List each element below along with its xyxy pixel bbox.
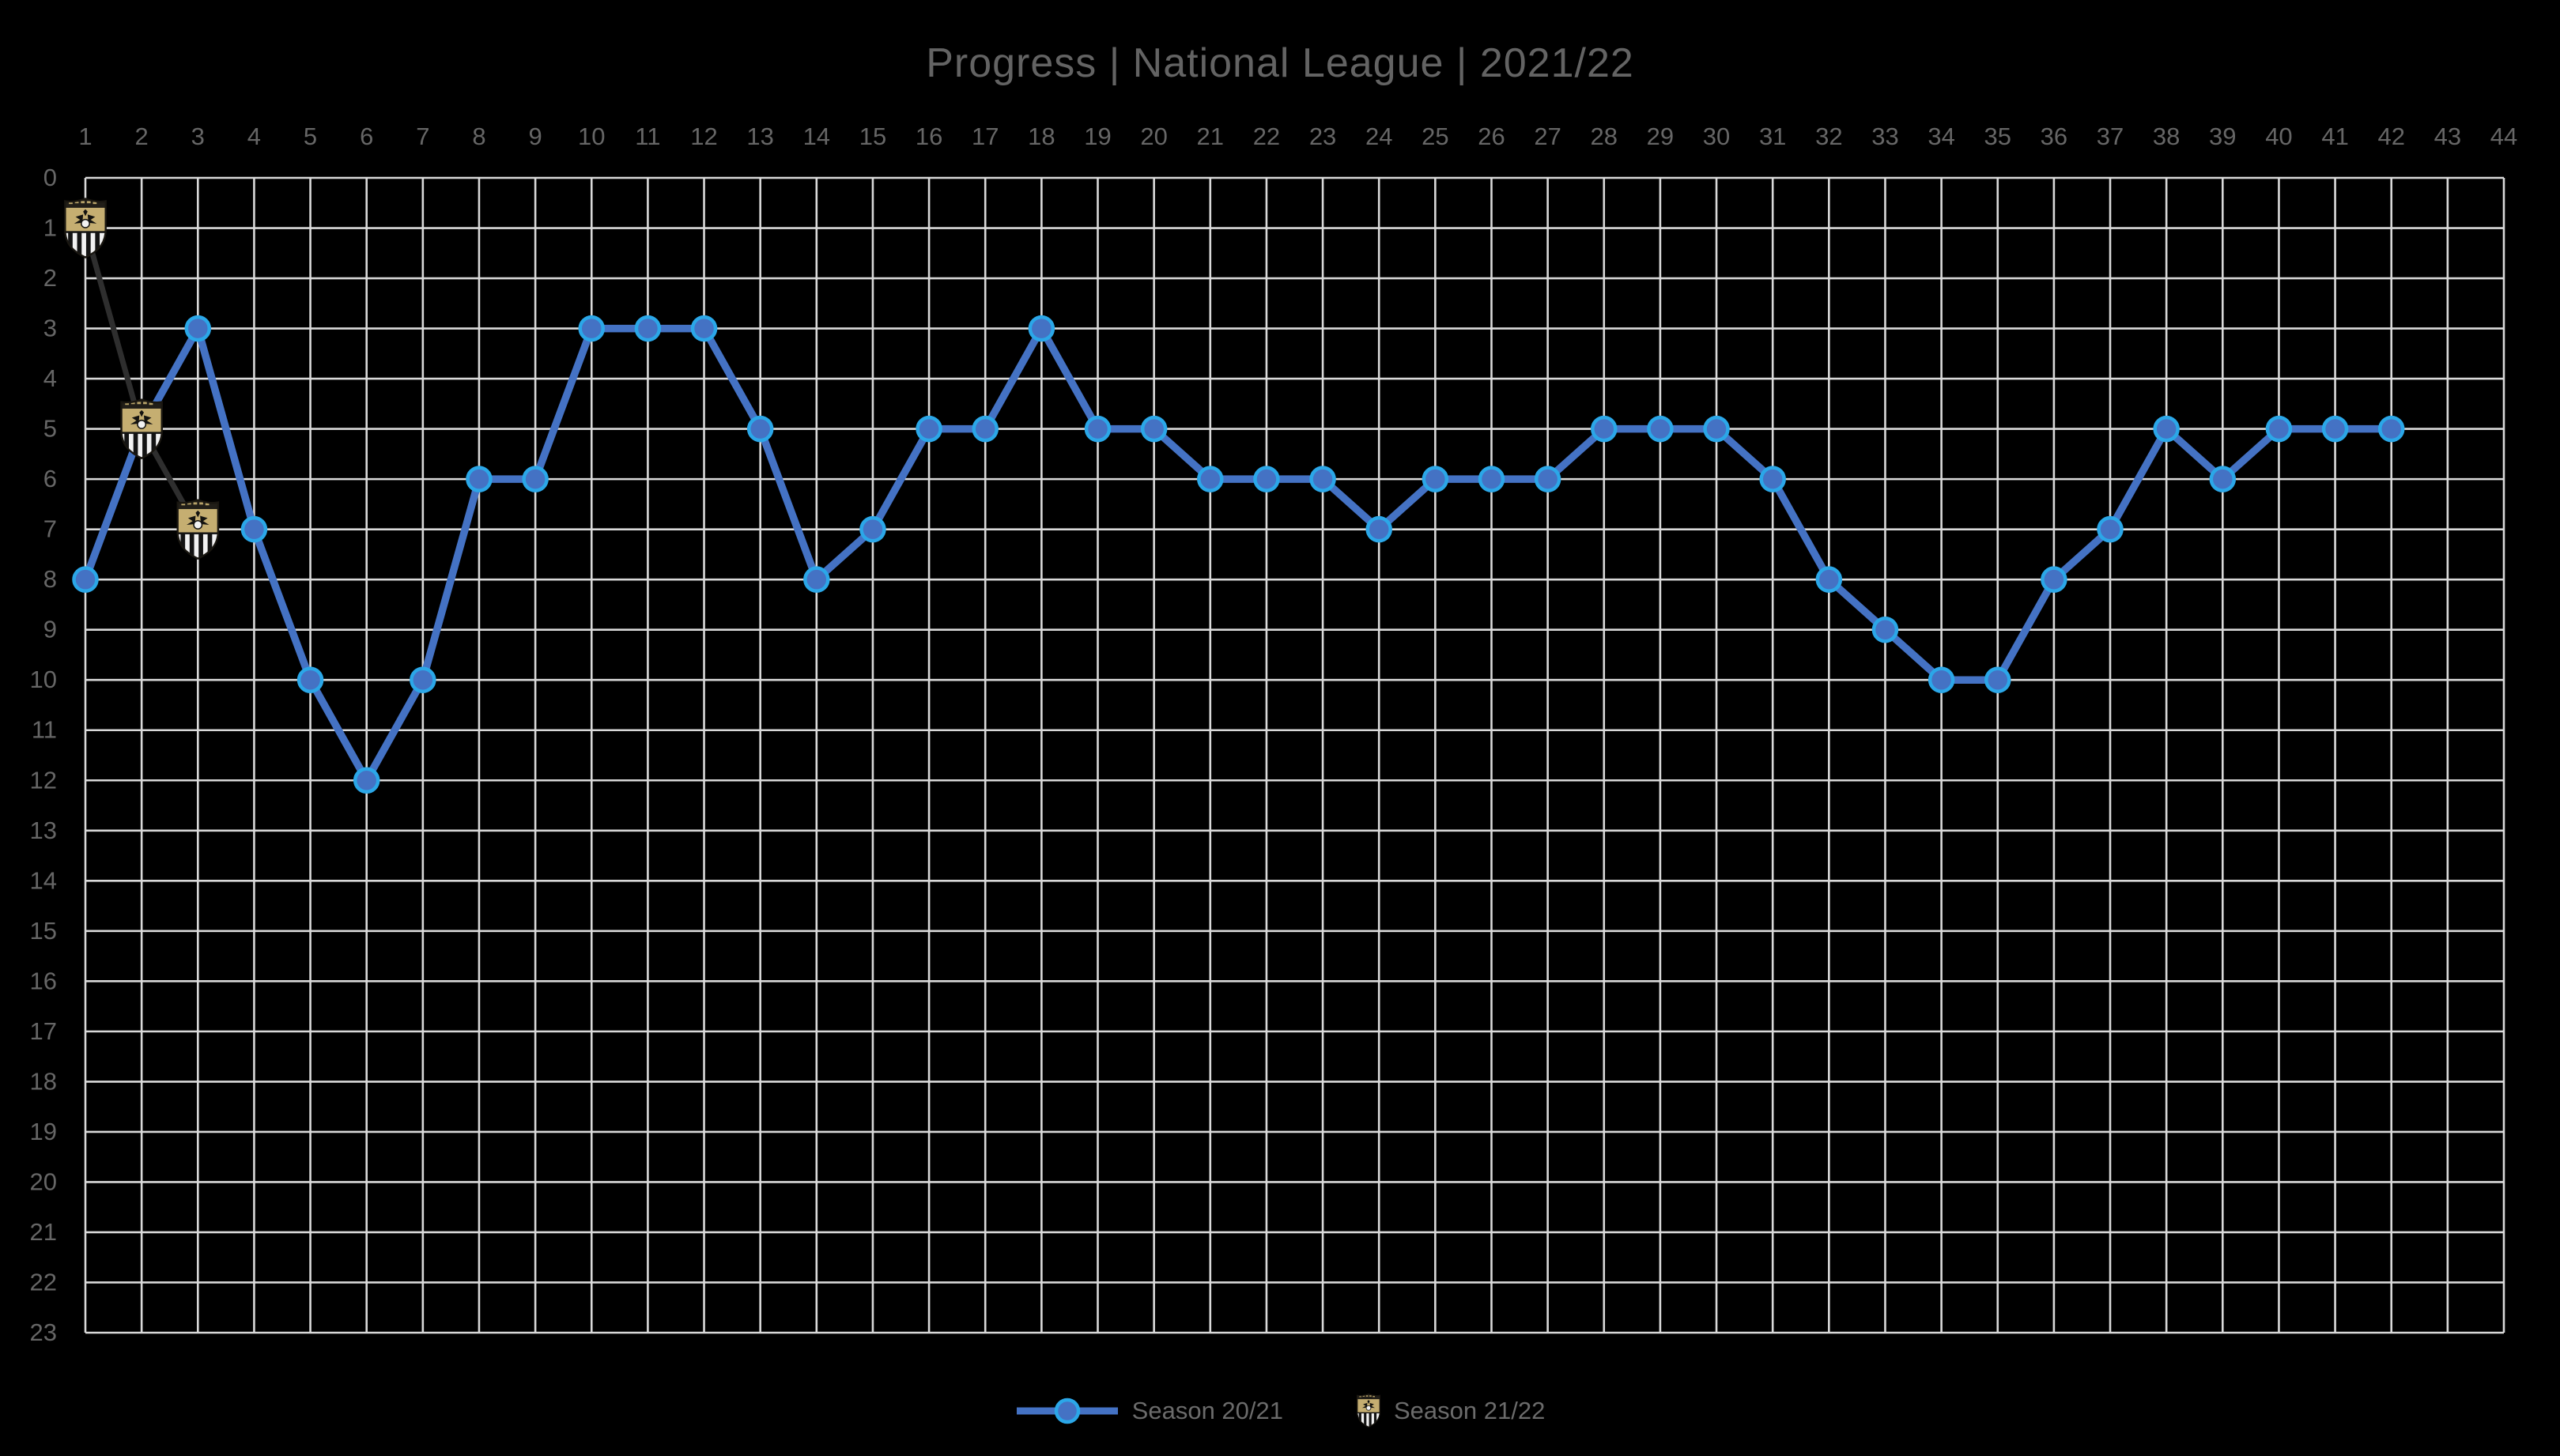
svg-text:8: 8 xyxy=(472,123,485,150)
legend-club-badge-icon xyxy=(1356,1393,1381,1428)
svg-text:10: 10 xyxy=(578,123,605,150)
legend-item-season-21-22: Season 21/22 xyxy=(1356,1393,1545,1428)
svg-text:23: 23 xyxy=(1309,123,1336,150)
svg-text:11: 11 xyxy=(635,123,660,150)
svg-text:5: 5 xyxy=(304,123,317,150)
svg-text:16: 16 xyxy=(916,123,942,150)
svg-text:29: 29 xyxy=(1647,123,1674,150)
svg-text:24: 24 xyxy=(1365,123,1392,150)
legend-item-season-20-21: Season 20/21 xyxy=(1015,1395,1283,1427)
svg-text:41: 41 xyxy=(2321,123,2348,150)
svg-text:20: 20 xyxy=(1140,123,1167,150)
svg-text:26: 26 xyxy=(1478,123,1505,150)
svg-text:13: 13 xyxy=(746,123,773,150)
svg-text:14: 14 xyxy=(803,123,830,150)
svg-text:8: 8 xyxy=(43,565,57,593)
svg-text:17: 17 xyxy=(30,1017,57,1045)
svg-text:17: 17 xyxy=(972,123,999,150)
svg-text:32: 32 xyxy=(1815,123,1842,150)
chart-legend: Season 20/21 Season 21/22 xyxy=(0,1393,2560,1428)
svg-text:12: 12 xyxy=(690,123,717,150)
svg-text:2: 2 xyxy=(135,123,149,150)
svg-text:28: 28 xyxy=(1591,123,1618,150)
svg-text:18: 18 xyxy=(1028,123,1055,150)
svg-text:7: 7 xyxy=(416,123,429,150)
svg-text:1: 1 xyxy=(43,214,57,242)
svg-text:23: 23 xyxy=(30,1318,57,1346)
svg-text:42: 42 xyxy=(2377,123,2404,150)
svg-text:3: 3 xyxy=(191,123,205,150)
svg-text:4: 4 xyxy=(247,123,261,150)
svg-text:1: 1 xyxy=(78,123,92,150)
svg-text:0: 0 xyxy=(43,164,57,191)
chart-title: Progress | National League | 2021/22 xyxy=(926,40,1634,86)
svg-text:20: 20 xyxy=(30,1167,57,1195)
legend-label-season-21-22: Season 21/22 xyxy=(1394,1396,1546,1424)
svg-text:13: 13 xyxy=(30,817,57,844)
svg-text:40: 40 xyxy=(2265,123,2292,150)
svg-text:33: 33 xyxy=(1871,123,1898,150)
svg-text:22: 22 xyxy=(1253,123,1280,150)
svg-text:15: 15 xyxy=(30,917,57,945)
series-season-20-21-line xyxy=(72,315,2405,794)
svg-text:37: 37 xyxy=(2097,123,2124,150)
svg-text:19: 19 xyxy=(1084,123,1111,150)
svg-text:19: 19 xyxy=(30,1118,57,1145)
x-axis-tick-labels: 1 2 3 4 5 6 7 8 9 10 11 12 13 14 15 16 17 18 19 20 21 22 23 24 2… xyxy=(78,123,2517,150)
svg-text:22: 22 xyxy=(30,1268,57,1296)
svg-text:2: 2 xyxy=(43,264,57,292)
svg-text:15: 15 xyxy=(859,123,886,150)
svg-text:11: 11 xyxy=(32,716,57,744)
svg-text:21: 21 xyxy=(30,1218,57,1246)
svg-text:25: 25 xyxy=(1422,123,1448,150)
svg-text:35: 35 xyxy=(1984,123,2011,150)
legend-line-circle-icon xyxy=(1016,1398,1118,1424)
svg-text:39: 39 xyxy=(2209,123,2236,150)
svg-text:5: 5 xyxy=(43,415,57,443)
svg-text:4: 4 xyxy=(43,364,57,392)
legend-label-season-20-21: Season 20/21 xyxy=(1131,1396,1283,1424)
grid-lines xyxy=(84,176,2505,1334)
svg-text:14: 14 xyxy=(30,866,57,894)
svg-text:44: 44 xyxy=(2490,123,2517,150)
svg-text:7: 7 xyxy=(43,515,57,543)
svg-text:27: 27 xyxy=(1534,123,1561,150)
svg-text:30: 30 xyxy=(1703,123,1730,150)
svg-text:6: 6 xyxy=(360,123,373,150)
svg-text:9: 9 xyxy=(528,123,542,150)
svg-text:6: 6 xyxy=(43,465,57,492)
svg-text:10: 10 xyxy=(30,666,57,693)
svg-text:31: 31 xyxy=(1759,123,1786,150)
svg-text:21: 21 xyxy=(1197,123,1224,150)
svg-text:43: 43 xyxy=(2434,123,2461,150)
svg-text:34: 34 xyxy=(1928,123,1954,150)
svg-text:9: 9 xyxy=(43,616,57,643)
svg-text:3: 3 xyxy=(43,315,57,342)
svg-text:12: 12 xyxy=(30,766,57,794)
svg-text:36: 36 xyxy=(2041,123,2067,150)
svg-text:18: 18 xyxy=(30,1067,57,1095)
svg-text:38: 38 xyxy=(2153,123,2180,150)
svg-text:16: 16 xyxy=(30,967,57,994)
